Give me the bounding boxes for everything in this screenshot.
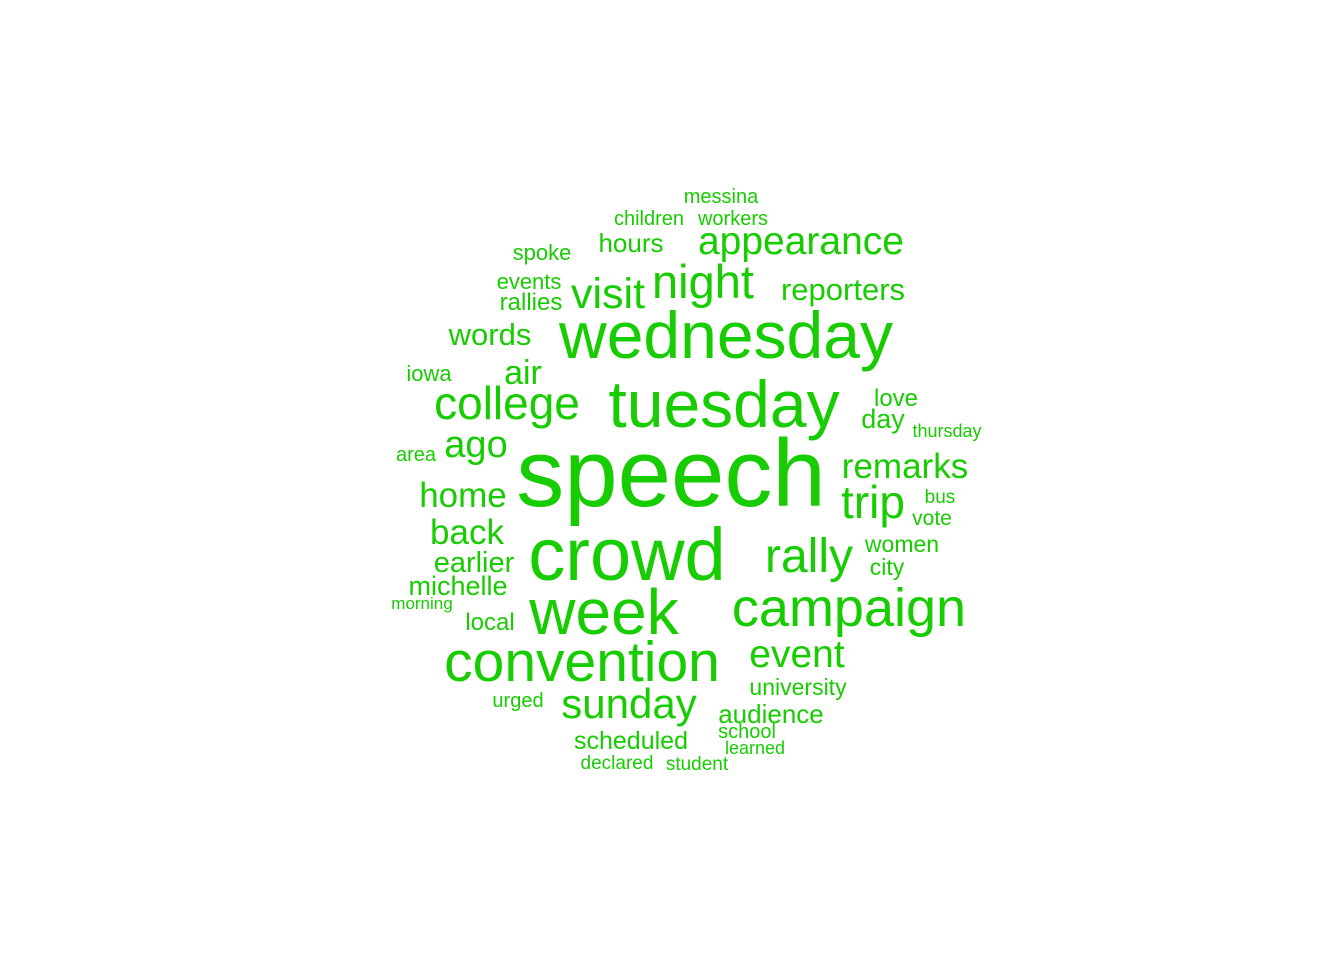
word-audience: audience — [718, 699, 824, 729]
word-speech: speech — [516, 420, 826, 527]
word-convention: convention — [444, 630, 720, 694]
word-michelle: michelle — [408, 571, 507, 601]
word-area: area — [396, 444, 437, 466]
word-children: children — [614, 208, 684, 230]
word-thursday: thursday — [912, 421, 981, 441]
word-sunday: sunday — [561, 680, 696, 727]
word-hours: hours — [598, 228, 663, 258]
word-vote: vote — [912, 507, 952, 530]
word-home: home — [419, 476, 507, 515]
word-visit: visit — [571, 270, 645, 318]
word-urged: urged — [492, 690, 543, 712]
word-words: words — [448, 317, 532, 352]
word-morning: morning — [391, 594, 452, 613]
word-spoke: spoke — [513, 240, 572, 265]
word-appearance: appearance — [698, 220, 904, 263]
word-reporters: reporters — [781, 272, 905, 307]
word-earlier: earlier — [434, 547, 515, 579]
word-trip: trip — [841, 476, 905, 528]
word-declared: declared — [581, 753, 654, 774]
word-city: city — [870, 554, 905, 580]
word-women: women — [864, 531, 939, 557]
word-events: events — [497, 269, 562, 294]
word-bus: bus — [925, 487, 956, 508]
word-air: air — [504, 354, 542, 392]
word-local: local — [465, 609, 514, 636]
word-student: student — [666, 754, 729, 775]
word-back: back — [430, 513, 504, 552]
word-crowd: crowd — [528, 513, 725, 596]
word-campaign: campaign — [732, 578, 966, 638]
word-ago: ago — [444, 424, 507, 466]
word-university: university — [749, 674, 847, 700]
word-day: day — [861, 404, 905, 434]
word-iowa: iowa — [406, 361, 452, 386]
word-remarks: remarks — [842, 447, 968, 486]
word-school: school — [718, 721, 776, 743]
word-night: night — [652, 255, 754, 308]
word-scheduled: scheduled — [574, 727, 688, 755]
word-workers: workers — [697, 208, 768, 230]
word-love: love — [874, 385, 918, 412]
word-messina: messina — [684, 186, 759, 208]
word-college: college — [434, 377, 580, 429]
word-rally: rally — [765, 530, 853, 583]
word-event: event — [749, 633, 845, 676]
word-week: week — [528, 576, 679, 648]
word-tuesday: tuesday — [608, 367, 839, 441]
word-wednesday: wednesday — [558, 298, 893, 372]
word-learned: learned — [725, 738, 785, 758]
word-rallies: rallies — [500, 289, 563, 316]
